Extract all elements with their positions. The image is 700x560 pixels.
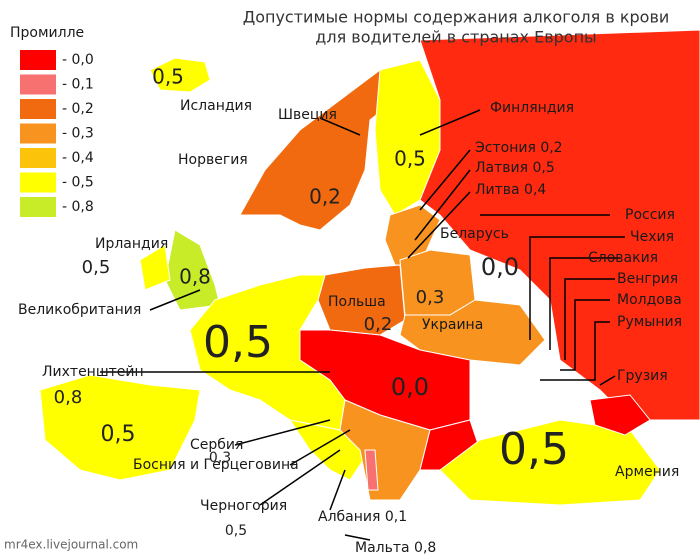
map-value: 0,5: [82, 257, 111, 278]
balkans: [339, 399, 431, 501]
country-label: Албания 0,1: [318, 509, 407, 525]
country-label: Литва 0,4: [475, 182, 546, 198]
legend-swatch: [20, 99, 56, 119]
country-label: Великобритания: [18, 302, 141, 318]
ukraine: [399, 299, 546, 366]
map-value: 0,2: [309, 185, 341, 209]
leader-line: [234, 419, 371, 541]
map-value: 0,5: [101, 422, 136, 447]
country-label: Украина: [422, 317, 483, 333]
legend: - 0,0 - 0,1 - 0,2 - 0,3 - 0,4 - 0,5 - 0,8: [20, 50, 94, 217]
watermark: mr4ex.livejournal.com: [4, 538, 138, 552]
russia: [419, 29, 700, 421]
map-value: 0,5: [394, 147, 426, 171]
map-value: 0,5: [152, 65, 184, 89]
title: для водителей в странах Европы: [315, 28, 596, 47]
legend-label: - 0,4: [62, 150, 94, 166]
country-label: Беларусь: [440, 226, 509, 242]
legend-label: - 0,8: [62, 199, 94, 215]
country-label: Мальта 0,8: [355, 540, 436, 556]
country-label: Эстония 0,2: [475, 140, 563, 156]
map-value: 0,2: [364, 314, 393, 335]
country-label: Черногория: [200, 498, 287, 514]
map-value: 0,0: [481, 253, 519, 281]
map-values: 0,5 0,5 0,2 0,0 0,5 0,8 0,3 0,2 0,5 0,8 0,5 0,0 0,3 0…: [54, 65, 569, 540]
title: Допустимые нормы содержания алкоголя в к…: [243, 8, 670, 27]
map-value: 0,8: [54, 387, 83, 408]
legend-swatch: [20, 172, 56, 193]
country-label: Молдова: [617, 292, 682, 308]
country-label: Ирландия: [95, 236, 168, 252]
legend-swatch: [20, 123, 56, 144]
legend-title: Промилле: [10, 25, 84, 41]
country-label: Армения: [615, 464, 679, 480]
caucasus: [589, 394, 651, 436]
map-value: 0,5: [225, 523, 247, 539]
country-label: Латвия 0,5: [475, 160, 555, 176]
country-label: Сербия: [190, 437, 243, 453]
ireland: [139, 244, 171, 291]
leader-line: [407, 149, 471, 259]
leader-line: [319, 117, 361, 136]
country-label: Норвегия: [178, 152, 248, 168]
legend-label: - 0,0: [62, 52, 94, 68]
countries: [39, 29, 700, 506]
iceland: [149, 57, 211, 93]
country-label: Финляндия: [490, 100, 574, 116]
map-value: 0,3: [209, 450, 231, 466]
country-label: Венгрия: [617, 271, 678, 287]
country-labels: Исландия Швеция Финляндия Норвегия Эстония 0…: [18, 98, 682, 556]
albania: [364, 449, 379, 491]
country-label: Лихтенштейн: [42, 364, 144, 380]
turkey: [439, 419, 661, 506]
country-label: Исландия: [180, 98, 252, 114]
legend-swatch: [20, 148, 56, 168]
country-label: Босния и Герцеговина: [133, 457, 299, 473]
legend-label: - 0,3: [62, 126, 94, 142]
country-label: Грузия: [617, 368, 668, 384]
map-value: 0,5: [499, 424, 569, 475]
legend-swatch: [20, 50, 56, 70]
legend-label: - 0,1: [62, 77, 94, 93]
legend-label: - 0,5: [62, 175, 94, 191]
country-label: Чехия: [630, 229, 674, 245]
country-label: Словакия: [588, 250, 658, 266]
poland: [317, 264, 406, 336]
legend-swatch: [20, 74, 56, 95]
map-value: 0,3: [416, 287, 445, 308]
legend-swatch: [20, 197, 56, 217]
leader-lines: [100, 109, 625, 541]
leader-line: [419, 109, 481, 136]
map-value: 0,0: [391, 373, 429, 401]
country-label: Румыния: [617, 314, 682, 330]
country-label: Польша: [328, 294, 386, 310]
leader-line: [100, 289, 330, 373]
legend-label: - 0,2: [62, 101, 94, 117]
map-value: 0,8: [179, 265, 211, 289]
iberia: [39, 374, 201, 481]
leader-line: [480, 214, 625, 386]
country-label: Россия: [625, 207, 675, 223]
map-value: 0,5: [203, 317, 273, 368]
country-label: Швеция: [278, 107, 337, 123]
west-europe: [189, 274, 346, 431]
